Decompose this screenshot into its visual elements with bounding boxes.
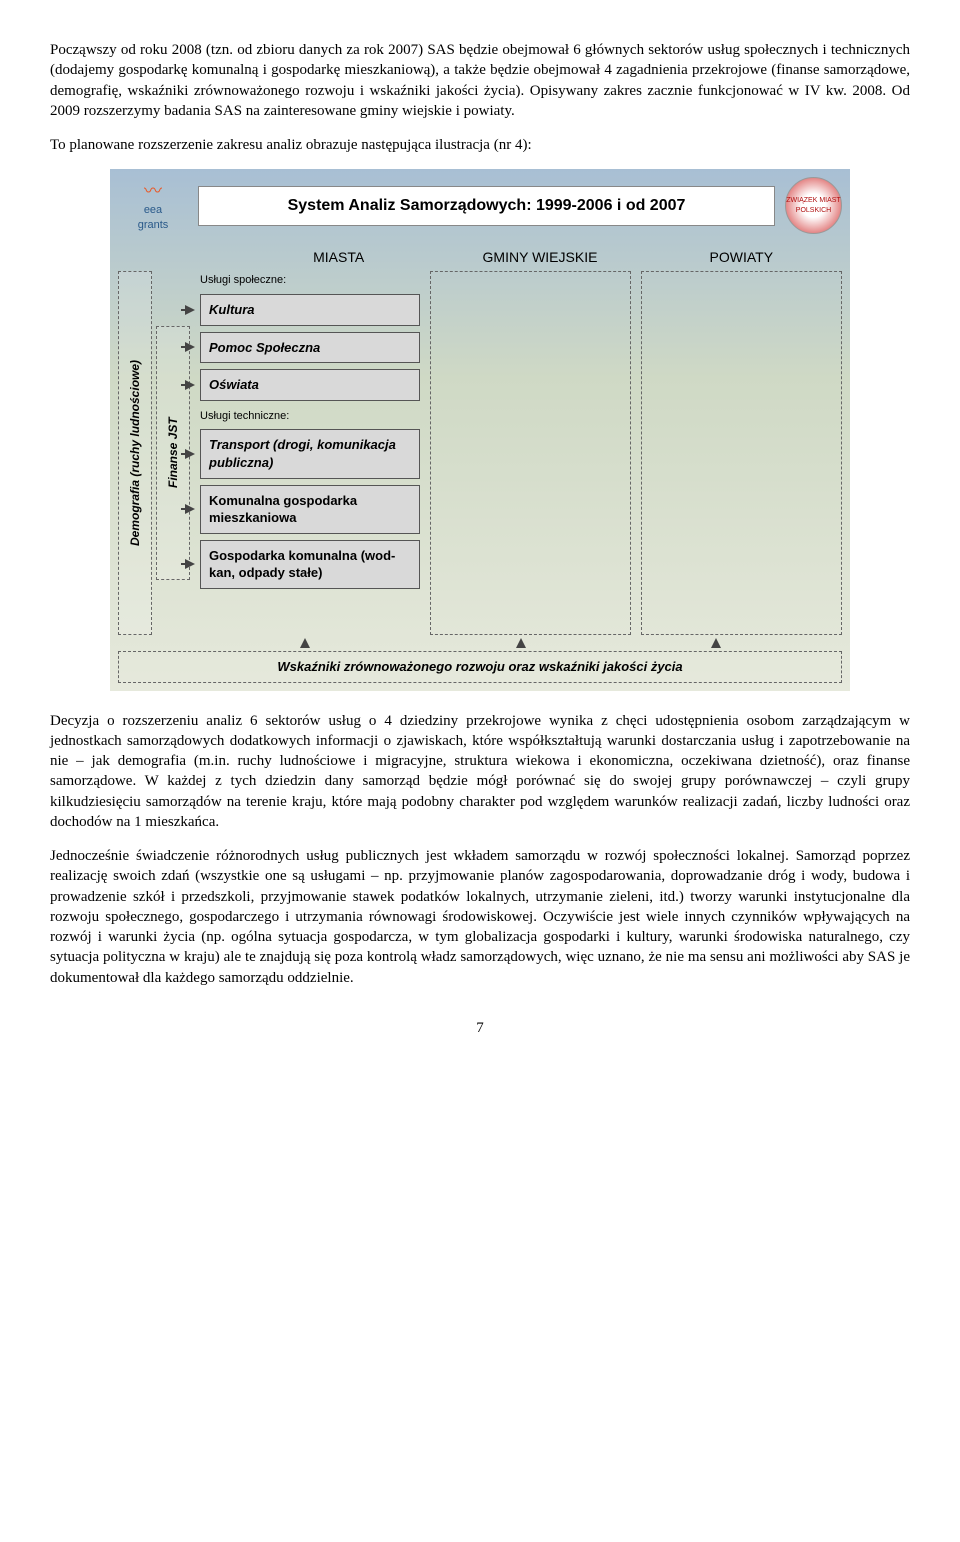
logo-text-eea: eea xyxy=(144,204,162,216)
arrow-up-icon xyxy=(300,638,310,648)
arrow-up-icon xyxy=(711,638,721,648)
block-kultura: Kultura xyxy=(200,294,420,326)
col-header-powiaty: POWIATY xyxy=(641,248,842,267)
block-oswiata: Oświata xyxy=(200,369,420,401)
diagram-title: System Analiz Samorządowych: 1999-2006 i… xyxy=(198,186,775,226)
arrow-right-icon xyxy=(185,342,195,352)
block-gospkom: Gospodarka komunalna (wod-kan, odpady st… xyxy=(200,540,420,589)
wave-icon: 〰 xyxy=(144,181,162,201)
arrow-right-icon xyxy=(185,449,195,459)
logo-text-grants: grants xyxy=(138,219,169,231)
block-komunalna: Komunalna gospodarka mieszkaniowa xyxy=(200,485,420,534)
paragraph-4: Jednocześnie świadczenie różnorodnych us… xyxy=(50,846,910,988)
side-label-demografia: Demografia (ruchy ludnościowe) xyxy=(118,271,152,635)
arrow-right-icon xyxy=(185,380,195,390)
arrow-right-icon xyxy=(185,305,195,315)
bottom-indicators-bar: Wskaźniki zrównoważonego rozwoju oraz ws… xyxy=(118,651,842,683)
arrow-up-icon xyxy=(516,638,526,648)
paragraph-2: To planowane rozszerzenie zakresu analiz… xyxy=(50,135,910,155)
block-transport: Transport (drogi, komunikacja publiczna) xyxy=(200,429,420,478)
column-headers: MIASTA GMINY WIEJSKIE POWIATY xyxy=(118,248,842,267)
block-pomoc: Pomoc Społeczna xyxy=(200,332,420,364)
arrow-right-icon xyxy=(185,504,195,514)
col-header-gminy: GMINY WIEJSKIE xyxy=(439,248,640,267)
page-number: 7 xyxy=(50,1018,910,1038)
diagram-header: 〰 eea grants System Analiz Samorządowych… xyxy=(118,177,842,234)
sublabel-tech: Usługi techniczne: xyxy=(200,409,420,424)
zmp-logo: ZWIĄZEK MIAST POLSKICH xyxy=(785,177,842,234)
diagram-container: 〰 eea grants System Analiz Samorządowych… xyxy=(110,169,850,690)
arrow-right-icon xyxy=(185,559,195,569)
paragraph-1: Począwszy od roku 2008 (tzn. od zbioru d… xyxy=(50,40,910,121)
col-header-miasta: MIASTA xyxy=(238,248,439,267)
paragraph-3: Decyzja o rozszerzeniu analiz 6 sektorów… xyxy=(50,711,910,833)
diagram-grid: Demografia (ruchy ludnościowe) Finanse J… xyxy=(118,271,842,635)
sublabel-social: Usługi społeczne: xyxy=(200,273,420,288)
dashed-col-powiaty xyxy=(641,271,842,635)
blocks-column: Usługi społeczne: Kultura Pomoc Społeczn… xyxy=(200,271,420,635)
dashed-col-gminy xyxy=(430,271,631,635)
eea-grants-logo: 〰 eea grants xyxy=(118,179,188,233)
